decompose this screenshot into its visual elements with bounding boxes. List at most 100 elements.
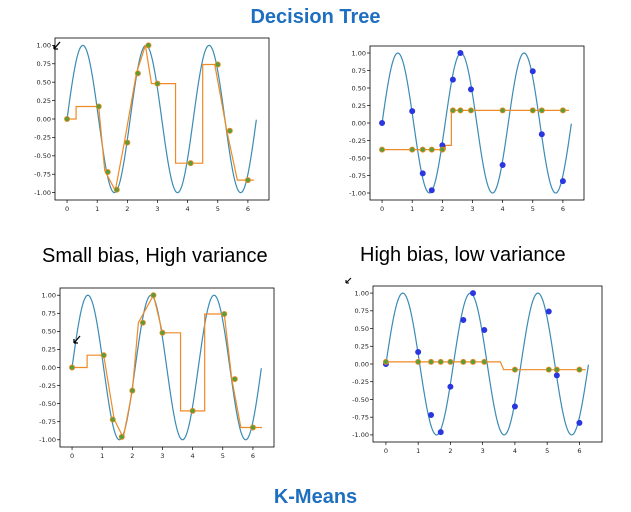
data-point xyxy=(419,170,426,177)
y-tick-label: -0.50 xyxy=(34,152,51,160)
y-tick-label: -0.75 xyxy=(34,171,51,179)
y-tick-label: 0.00 xyxy=(37,115,51,123)
y-tick-label: -0.25 xyxy=(39,382,56,390)
prediction-point xyxy=(382,358,389,365)
data-point xyxy=(529,68,536,75)
x-tick-label: 5 xyxy=(545,447,549,455)
x-tick-label: 1 xyxy=(95,205,99,213)
panel-decision-tree-high-bias: 1.00 0.75 0.50 0.25 0.00 -0.25 -0.50 -0.75 -1.00… xyxy=(340,40,590,220)
data-point xyxy=(437,429,444,436)
chart-decision-tree-high-bias: 1.00 0.75 0.50 0.25 0.00 -0.25 -0.50 -0.75 -1.00… xyxy=(349,45,585,213)
prediction-point xyxy=(419,146,426,153)
y-tick-label: 0.50 xyxy=(37,78,51,86)
y-tick-label: 0.75 xyxy=(42,310,56,318)
prediction-point xyxy=(379,146,386,153)
y-tick-label: 1.00 xyxy=(42,292,56,300)
data-point xyxy=(467,86,474,93)
title-kmeans: K-Means xyxy=(273,486,358,508)
cursor-arrow-icon xyxy=(73,335,81,344)
prediction-point xyxy=(469,358,476,365)
prediction-point xyxy=(511,366,518,373)
y-tick-label: -1.00 xyxy=(352,431,369,439)
data-point xyxy=(428,187,435,194)
y-tick-label: -0.50 xyxy=(39,400,56,408)
data-point xyxy=(511,403,518,410)
prediction-point xyxy=(428,358,435,365)
prediction-point xyxy=(545,366,552,373)
sine-curve xyxy=(71,294,262,441)
x-tick-label: 3 xyxy=(481,447,485,455)
x-tick-label: 0 xyxy=(65,205,69,213)
prediction-point xyxy=(481,358,488,365)
caption-small-bias-high-variance: Small bias, High variance xyxy=(42,245,268,267)
prediction-point xyxy=(499,107,506,114)
y-tick-label: -1.00 xyxy=(34,189,51,197)
x-tick-label: 5 xyxy=(216,205,220,213)
prediction-point xyxy=(449,107,456,114)
data-point xyxy=(109,416,116,423)
y-tick-label: 1.00 xyxy=(37,42,51,50)
data-point xyxy=(457,49,464,56)
panel-decision-tree-high-variance: 1.00 0.75 0.50 0.25 0.00 -0.25 -0.50 -0.75 -1.00… xyxy=(25,32,275,220)
prediction-point xyxy=(428,146,435,153)
data-point xyxy=(244,177,251,184)
y-tick-label: 0.75 xyxy=(37,60,51,68)
cursor-arrow-icon xyxy=(53,41,61,50)
data-point xyxy=(124,139,131,146)
y-tick-label: 1.00 xyxy=(352,49,366,57)
data-point xyxy=(189,407,196,414)
prediction-step-line xyxy=(67,45,254,193)
sine-curve xyxy=(381,52,572,194)
prediction-point xyxy=(559,107,566,114)
data-point xyxy=(553,372,560,379)
data-point xyxy=(379,120,386,127)
data-point xyxy=(145,42,152,49)
data-point xyxy=(226,127,233,134)
x-tick-label: 6 xyxy=(246,205,250,213)
y-tick-label: 0.50 xyxy=(42,328,56,336)
data-point xyxy=(249,424,256,431)
y-tick-label: -0.75 xyxy=(39,418,56,426)
y-tick-label: -1.00 xyxy=(39,436,56,444)
data-point xyxy=(545,308,552,315)
data-point xyxy=(154,80,161,87)
cursor-arrow-icon xyxy=(345,277,352,284)
x-tick-label: 5 xyxy=(531,205,535,213)
x-tick-label: 2 xyxy=(448,447,452,455)
x-tick-label: 4 xyxy=(191,452,195,460)
data-point xyxy=(415,348,422,355)
data-point xyxy=(559,178,566,185)
prediction-point xyxy=(576,366,583,373)
data-point xyxy=(118,433,125,440)
data-point xyxy=(113,186,120,193)
data-point xyxy=(481,326,488,333)
x-tick-label: 4 xyxy=(501,205,505,213)
y-tick-label: 0.25 xyxy=(352,102,366,110)
y-tick-label: 0.00 xyxy=(352,119,366,127)
data-point xyxy=(221,311,228,318)
y-tick-label: 0.25 xyxy=(42,346,56,354)
data-point xyxy=(499,162,506,169)
x-tick-label: 3 xyxy=(470,205,474,213)
prediction-point xyxy=(409,146,416,153)
x-tick-label: 0 xyxy=(70,452,74,460)
x-tick-label: 4 xyxy=(186,205,190,213)
prediction-point xyxy=(457,107,464,114)
data-point xyxy=(104,169,111,176)
y-tick-label: -0.25 xyxy=(349,137,366,145)
data-point xyxy=(447,383,454,390)
chart-kmeans-high-bias: 1.00 0.75 0.50 0.25 0.00 -0.25 -0.50 -0.75 -1.00… xyxy=(352,285,603,455)
prediction-point xyxy=(460,358,467,365)
x-tick-label: 2 xyxy=(125,205,129,213)
data-point xyxy=(134,70,141,77)
data-point xyxy=(538,131,545,138)
data-point xyxy=(129,387,136,394)
panel-kmeans-high-variance: 1.00 0.75 0.50 0.25 0.00 -0.25 -0.50 -0.75 -1.00… xyxy=(30,282,280,467)
x-tick-label: 1 xyxy=(410,205,414,213)
chart-kmeans-high-variance: 1.00 0.75 0.50 0.25 0.00 -0.25 -0.50 -0.75 -1.00… xyxy=(39,287,275,460)
chart-decision-tree-high-variance: 1.00 0.75 0.50 0.25 0.00 -0.25 -0.50 -0.75 -1.00… xyxy=(34,37,270,213)
prediction-point xyxy=(529,107,536,114)
data-point xyxy=(460,317,467,324)
y-tick-label: -0.50 xyxy=(349,154,366,162)
data-point xyxy=(139,319,146,326)
